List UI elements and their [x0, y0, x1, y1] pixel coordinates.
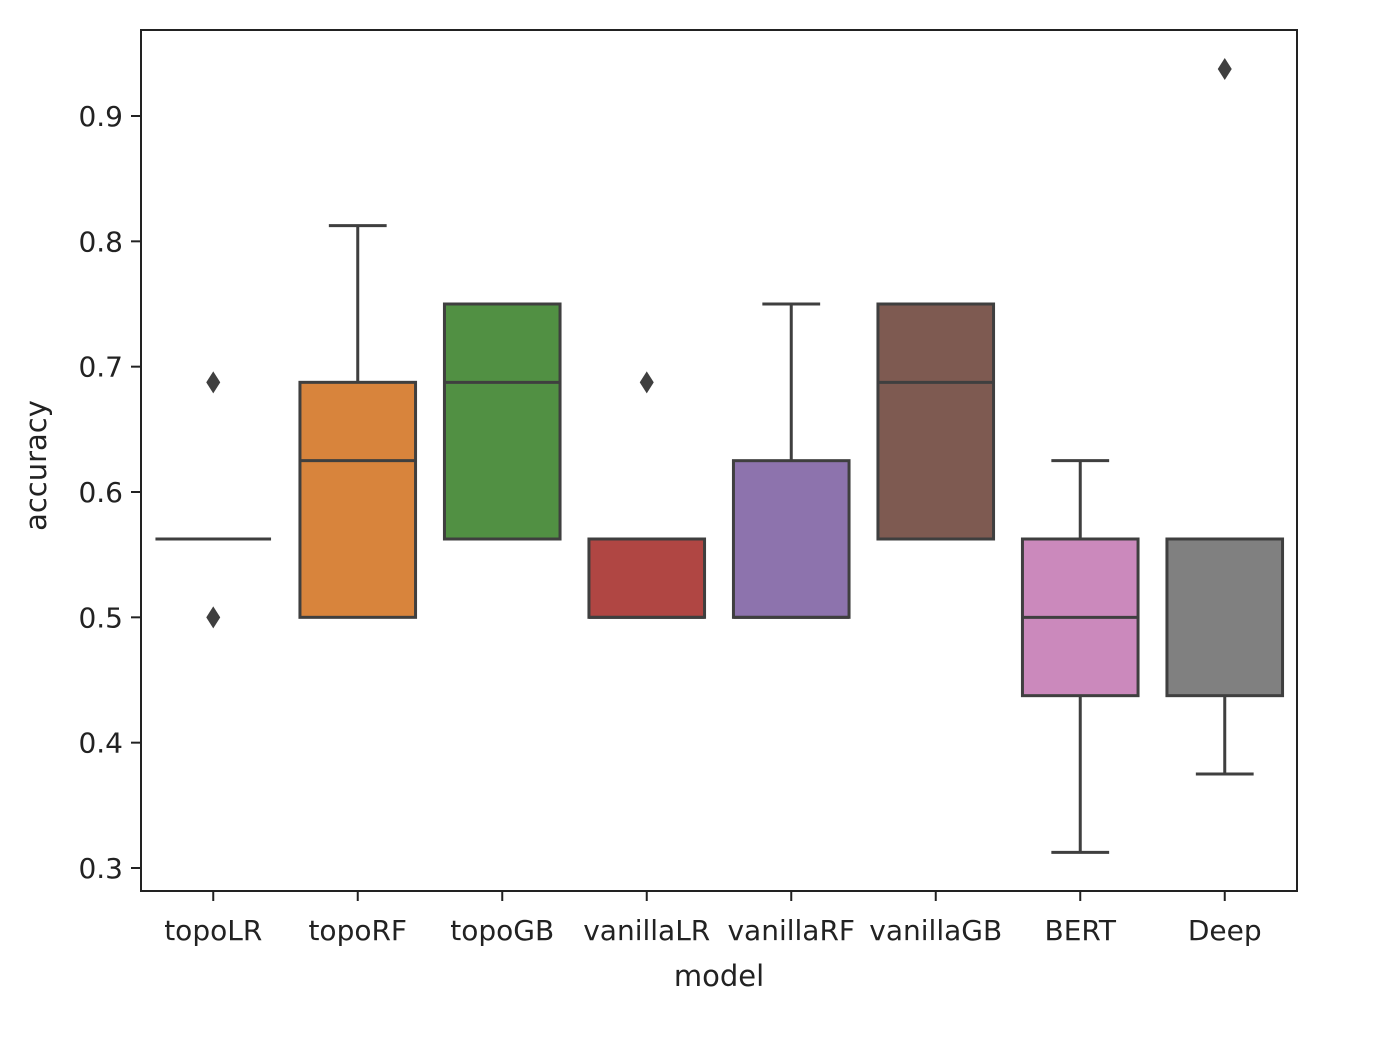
y-tick-label-0.5: 0.5 — [78, 601, 123, 634]
box-group-vanillaLR — [587, 371, 707, 619]
outlier-vanillaLR-0 — [639, 371, 654, 394]
box-group-topoGB — [442, 302, 562, 541]
x-tick-label-vanillaGB: vanillaGB — [869, 914, 1002, 947]
box-vanillaRF — [731, 459, 851, 619]
x-tick-label-topoLR: topoLR — [164, 914, 262, 947]
x-tick-label-BERT: BERT — [1045, 914, 1117, 947]
y-tick-label-0.3: 0.3 — [78, 852, 123, 885]
outlier-Deep-0 — [1217, 58, 1232, 80]
x-tick-label-vanillaRF: vanillaRF — [727, 914, 855, 947]
box-topoRF — [298, 380, 418, 619]
x-tick-label-Deep: Deep — [1188, 914, 1262, 947]
y-axis-title: accuracy — [19, 400, 53, 531]
y-tick-label-0.7: 0.7 — [78, 351, 123, 384]
plot-frame — [140, 29, 1298, 892]
box-group-Deep — [1165, 58, 1285, 776]
x-tick-label-topoRF: topoRF — [308, 914, 407, 947]
outlier-topoLR-1 — [206, 606, 221, 629]
y-tick-label-0.4: 0.4 — [78, 727, 123, 760]
y-tick-label-0.8: 0.8 — [78, 225, 123, 258]
x-tick-label-topoGB: topoGB — [450, 914, 554, 947]
plot-area — [155, 58, 1285, 854]
outlier-topoLR-0 — [206, 371, 221, 394]
x-axis-title: model — [674, 959, 764, 993]
box-group-vanillaGB — [876, 302, 996, 541]
y-tick-label-0.9: 0.9 — [78, 100, 123, 133]
box-topoGB — [442, 302, 562, 541]
box-group-topoLR — [155, 371, 272, 629]
box-group-vanillaRF — [731, 302, 851, 619]
box-Deep — [1165, 537, 1285, 698]
box-group-topoRF — [298, 224, 418, 619]
axis-ticks: topoLR topoRF topoGB vanillaLR vanillaRF vani… — [78, 100, 1261, 947]
x-tick-label-vanillaLR: vanillaLR — [583, 914, 710, 947]
y-tick-label-0.6: 0.6 — [78, 476, 123, 509]
box-group-BERT — [1020, 459, 1140, 854]
box-vanillaGB — [876, 302, 996, 541]
box-vanillaLR — [587, 537, 707, 619]
